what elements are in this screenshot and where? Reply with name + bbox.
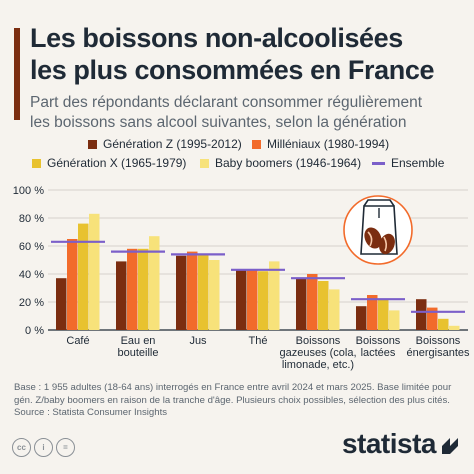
legend-swatch-gen-z xyxy=(88,139,97,149)
legend-label-millennials: Milléniaux (1980-1994) xyxy=(267,137,390,151)
bar xyxy=(378,299,389,330)
legend-swatch-ensemble xyxy=(372,161,385,165)
y-tick-label: 100 % xyxy=(13,185,44,197)
ensemble-markers xyxy=(51,240,465,313)
x-category-label: limonade, etc.) xyxy=(282,359,354,371)
legend-swatch-gen-x xyxy=(32,158,41,168)
y-tick-label: 20 % xyxy=(19,297,44,309)
legend-item-ensemble: Ensemble xyxy=(372,156,444,170)
legend-label-boomers: Baby boomers (1946-1964) xyxy=(215,156,362,170)
title-line-1: Les boissons non-alcoolisées xyxy=(30,23,403,53)
bar xyxy=(56,278,67,330)
legend-item-millennials: Milléniaux (1980-1994) xyxy=(252,137,389,151)
bar xyxy=(78,223,89,330)
source-note: Source : Statista Consumer Insights xyxy=(14,407,168,418)
legend-swatch-boomers xyxy=(200,158,209,168)
bar xyxy=(116,261,127,330)
y-tick-label: 80 % xyxy=(19,213,44,225)
bar xyxy=(296,278,307,330)
bar xyxy=(67,239,78,330)
legend-label-gen-x: Génération X (1965-1979) xyxy=(47,156,187,170)
bar xyxy=(416,299,427,330)
bars xyxy=(56,213,460,330)
bar xyxy=(187,251,198,330)
legend-label-gen-z: Génération Z (1995-2012) xyxy=(103,137,242,151)
page-subtitle: Part des répondants déclarant consommer … xyxy=(30,93,470,133)
bar xyxy=(209,260,220,330)
x-category-label: Boissons xyxy=(296,335,341,347)
bar xyxy=(356,306,367,330)
bar xyxy=(367,295,378,330)
bar xyxy=(427,307,438,330)
legend-label-ensemble: Ensemble xyxy=(391,156,445,170)
x-category-label: lactées xyxy=(361,347,396,359)
creative-commons-icon[interactable]: cc xyxy=(12,438,31,457)
x-category-label: bouteille xyxy=(118,347,159,359)
x-category-label: Jus xyxy=(189,335,207,347)
bar xyxy=(198,254,209,330)
bar xyxy=(318,281,329,330)
bar xyxy=(89,213,100,330)
x-category-label: énergisantes xyxy=(407,347,470,359)
bar xyxy=(138,248,149,330)
y-tick-label: 60 % xyxy=(19,241,44,253)
x-category-label: Boissons xyxy=(356,335,401,347)
subtitle-line-1: Part des répondants déclarant consommer … xyxy=(30,94,423,111)
bar xyxy=(329,289,340,330)
footnote-line-1: Base : 1 955 adultes (18-64 ans) interro… xyxy=(14,382,452,393)
bar xyxy=(258,271,269,330)
license-icons: cc i = xyxy=(12,438,75,457)
bar xyxy=(389,310,400,330)
attribution-icon[interactable]: i xyxy=(34,438,53,457)
title-accent-bar xyxy=(14,28,20,120)
statista-logo[interactable]: statista xyxy=(341,428,437,459)
x-category-label: Boissons xyxy=(416,335,461,347)
bar xyxy=(438,318,449,330)
y-tick-label: 40 % xyxy=(19,269,44,281)
bar-chart: 0 % 20 % 40 % 60 % 80 % 100 % Café Eau enboute… xyxy=(13,185,470,371)
chart-legend: Génération Z (1995-2012) Milléniaux (198… xyxy=(0,137,474,177)
bar xyxy=(307,274,318,330)
bar xyxy=(149,236,160,330)
bar xyxy=(236,269,247,330)
y-tick-label: 0 % xyxy=(25,325,44,337)
bar xyxy=(247,269,258,330)
subtitle-line-2: les boissons sans alcool suivantes, selo… xyxy=(30,114,407,131)
bar xyxy=(176,255,187,330)
legend-item-gen-z: Génération Z (1995-2012) xyxy=(88,137,242,151)
x-category-label: Eau en xyxy=(121,335,156,347)
legend-swatch-millennials xyxy=(252,139,261,149)
coffee-bag-illustration xyxy=(343,195,413,265)
footnote: Base : 1 955 adultes (18-64 ans) interro… xyxy=(14,382,466,420)
bar xyxy=(449,325,460,330)
legend-item-gen-x: Génération X (1965-1979) xyxy=(32,156,186,170)
no-derivatives-icon[interactable]: = xyxy=(56,438,75,457)
statista-logo-mark-icon xyxy=(442,438,458,454)
x-category-label: Thé xyxy=(249,335,268,347)
title-line-2: les plus consommées en France xyxy=(30,55,435,85)
x-category-label: Café xyxy=(66,335,89,347)
x-category-label: gazeuses (cola, xyxy=(279,347,356,359)
bar xyxy=(269,261,280,330)
legend-item-boomers: Baby boomers (1946-1964) xyxy=(200,156,361,170)
bar xyxy=(127,248,138,330)
footnote-line-2: gén. Z/baby boomers en raison de la tran… xyxy=(14,394,450,406)
page-title: Les boissons non-alcoolisées les plus co… xyxy=(30,22,470,86)
